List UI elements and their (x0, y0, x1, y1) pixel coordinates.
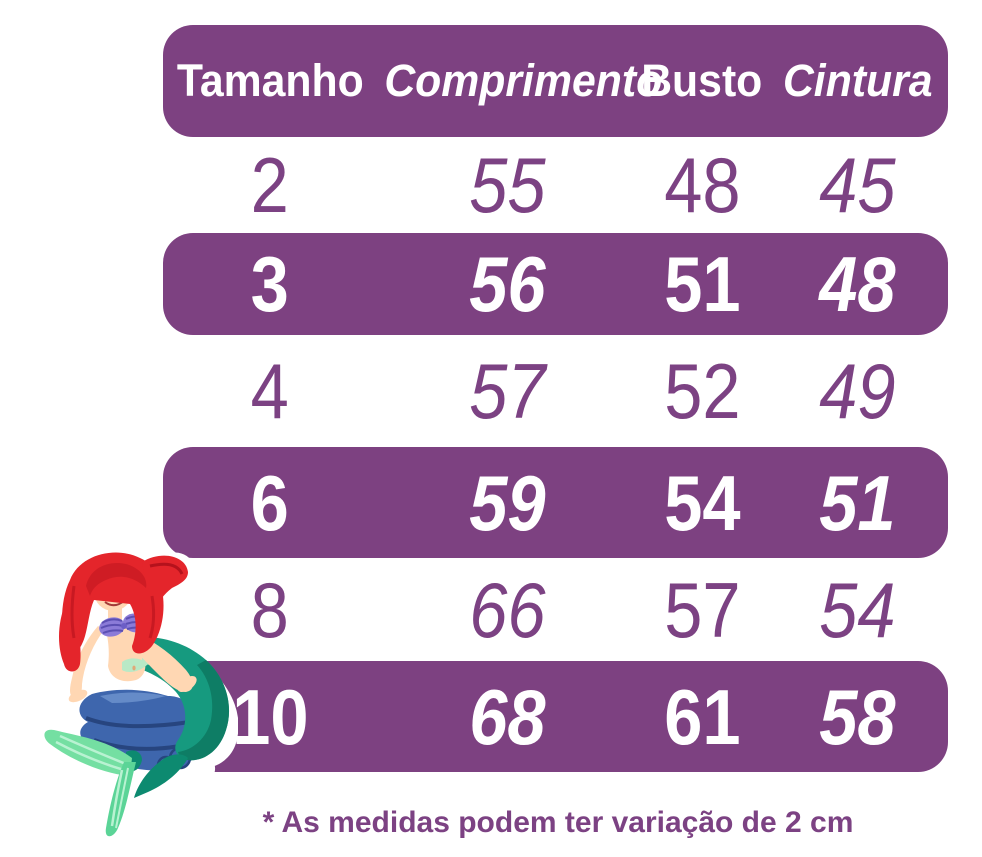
table-header-row: Tamanho Comprimento Busto Cintura (163, 25, 948, 137)
cell-busto: 51 (663, 240, 741, 328)
cell-tamanho: 2 (250, 141, 290, 229)
column-header-comprimento: Comprimento (384, 55, 663, 106)
column-header-tamanho: Tamanho (176, 55, 364, 106)
cell-cintura: 51 (819, 458, 896, 547)
cell-cintura: 49 (819, 347, 896, 435)
table-row-size-2: 2 55 48 45 (163, 137, 948, 233)
cell-comprimento: 66 (468, 565, 546, 654)
cell-tamanho: 4 (250, 347, 290, 435)
cell-busto: 57 (663, 565, 741, 654)
cell-comprimento: 57 (468, 347, 546, 435)
cell-tamanho: 3 (250, 240, 290, 328)
cell-busto: 54 (663, 458, 741, 547)
cell-comprimento: 59 (468, 458, 546, 547)
cell-comprimento: 55 (468, 141, 546, 229)
cell-tamanho: 10 (231, 672, 309, 761)
cell-busto: 61 (663, 672, 741, 761)
cell-busto: 48 (663, 141, 741, 229)
cell-busto: 52 (663, 347, 741, 435)
cell-cintura: 48 (819, 240, 896, 328)
cell-cintura: 45 (819, 141, 896, 229)
table-row-size-8: 8 66 57 54 (163, 558, 948, 661)
mermaid-hair (59, 552, 188, 672)
table-row-size-10: 10 68 61 58 (163, 661, 948, 772)
table-row-size-3: 3 56 51 48 (163, 233, 948, 335)
ariel-little-mermaid-icon (36, 546, 238, 848)
cell-cintura: 54 (819, 565, 896, 654)
cell-tamanho: 8 (250, 565, 290, 654)
measurement-disclaimer: * As medidas podem ter variação de 2 cm (262, 806, 854, 839)
column-header-busto: Busto (641, 55, 763, 106)
table-row-size-6: 6 59 54 51 (163, 447, 948, 558)
cell-comprimento: 56 (468, 240, 546, 328)
cell-tamanho: 6 (250, 458, 290, 547)
table-row-size-4: 4 57 52 49 (163, 335, 948, 447)
cell-cintura: 58 (819, 672, 896, 761)
cell-comprimento: 68 (468, 672, 546, 761)
column-header-cintura: Cintura (782, 55, 933, 106)
tail-fin (44, 729, 136, 837)
